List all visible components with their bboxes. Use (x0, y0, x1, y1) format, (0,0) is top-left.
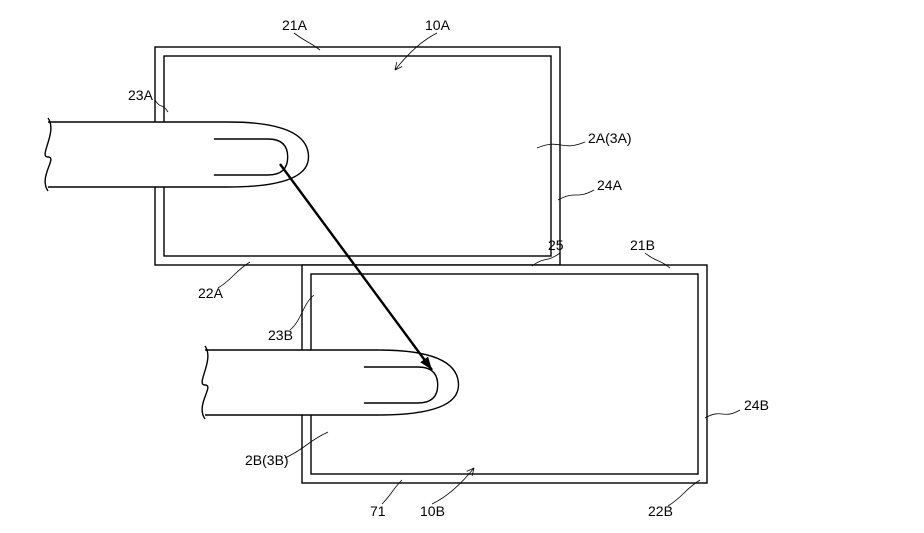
ref-label-25: 25 (548, 237, 564, 253)
lead-l_24B (705, 410, 740, 418)
ref-label-24B: 24B (744, 397, 769, 413)
ref-label-23A: 23A (128, 87, 154, 103)
ref-label-10A: 10A (425, 17, 451, 33)
patent-figure: 21A 10A 23A 2A(3A) 24A 22A 23B 25 21B 24B 2B(3B) 71… (0, 0, 924, 533)
ref-label-2B(3B): 2B(3B) (245, 452, 289, 468)
ref-label-21A: 21A (282, 17, 308, 33)
ref-label-10B: 10B (420, 503, 445, 519)
ref-label-23B: 23B (268, 327, 293, 343)
ref-label-22A: 22A (198, 285, 224, 301)
ref-label-21B: 21B (630, 237, 655, 253)
ref-label-24A: 24A (597, 177, 623, 193)
lead-l_24A (558, 190, 594, 200)
ref-label-71: 71 (370, 503, 386, 519)
finger-b (202, 346, 458, 419)
ref-label-22B: 22B (648, 503, 673, 519)
ref-label-2A(3A): 2A(3A) (588, 130, 632, 146)
finger-a (45, 118, 308, 191)
